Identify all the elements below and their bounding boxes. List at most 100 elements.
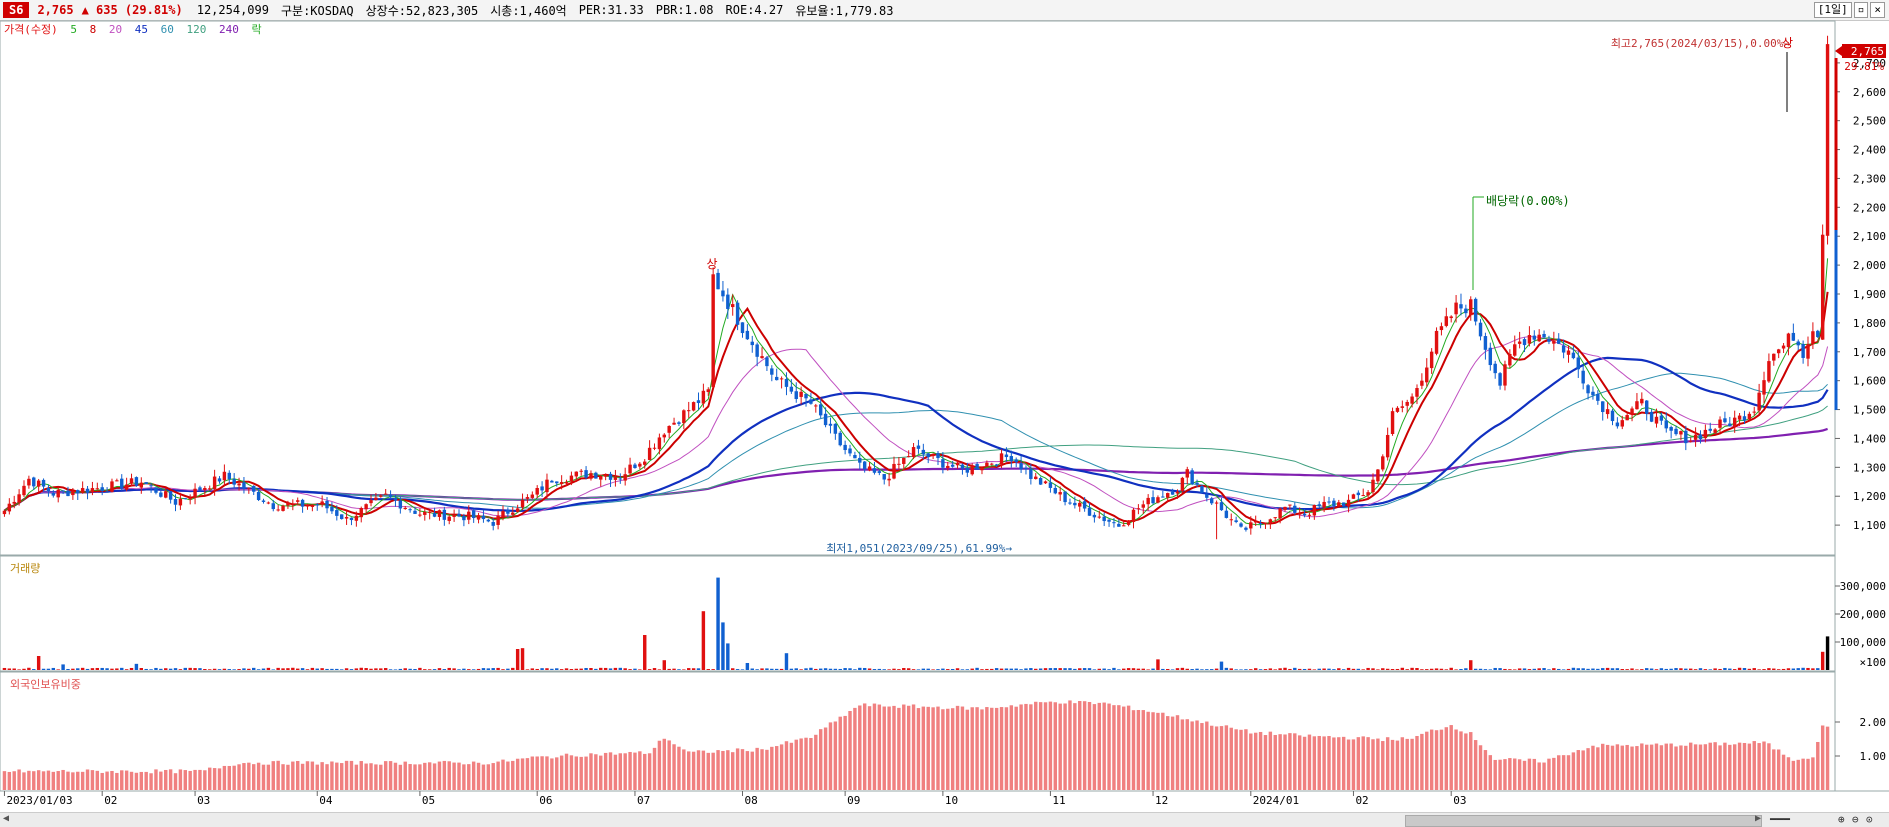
zoom-in-icon[interactable]: ⊕ xyxy=(1838,813,1845,826)
foreign-bar xyxy=(970,707,974,790)
current-price-pointer xyxy=(1835,46,1842,56)
date-tick-label: 11 xyxy=(1052,794,1065,807)
legend-ma20[interactable]: 20 xyxy=(108,23,123,36)
candle-body xyxy=(784,378,789,387)
foreign-bar xyxy=(403,761,407,790)
scroll-thumb[interactable] xyxy=(1405,815,1762,827)
foreign-bar xyxy=(1420,733,1424,790)
date-tick-label: 08 xyxy=(744,794,757,807)
price-tick-label: 2,700 xyxy=(1853,57,1886,70)
foreign-bar xyxy=(418,764,422,790)
foreign-bar xyxy=(1439,729,1444,790)
candle-body xyxy=(315,504,319,506)
candle-body xyxy=(1708,428,1712,431)
volume-bar xyxy=(1561,669,1566,670)
volume-bar xyxy=(1351,668,1356,670)
ma60-line xyxy=(4,372,1828,512)
foreign-bar xyxy=(1351,739,1356,790)
volume-bar xyxy=(1376,669,1380,670)
foreign-bar xyxy=(467,764,471,790)
foreign-bar xyxy=(1576,750,1580,790)
volume-bar xyxy=(564,668,569,670)
foreign-bar xyxy=(1679,745,1683,790)
legend-ex-dividend[interactable]: 락 xyxy=(251,23,262,36)
foreign-bar xyxy=(183,770,187,790)
candle-body xyxy=(344,516,349,519)
candle-body xyxy=(437,510,442,517)
candle-body xyxy=(149,485,153,487)
volume-bar xyxy=(1395,668,1400,670)
foreign-bar xyxy=(349,760,354,790)
volume-bar xyxy=(941,668,945,670)
minimize-button[interactable]: ▫ xyxy=(1853,2,1869,18)
volume-bar xyxy=(471,669,476,670)
candle-body xyxy=(1473,298,1478,322)
scroll-right-icon[interactable]: ▶ xyxy=(1755,813,1762,824)
candle-body xyxy=(853,455,857,459)
foreign-bar xyxy=(872,703,877,790)
period-button[interactable]: [1일] xyxy=(1813,2,1852,18)
volume-bar xyxy=(535,668,539,670)
foreign-tick-label: 2.00 xyxy=(1860,716,1887,729)
date-tick-label: 2024/01 xyxy=(1253,794,1299,807)
foreign-bar xyxy=(193,769,197,790)
volume-bar xyxy=(1381,668,1385,670)
foreign-bar xyxy=(1527,758,1532,790)
candle-body xyxy=(1571,352,1576,359)
zoom-out-icon[interactable]: ⊖ xyxy=(1852,813,1859,826)
foreign-bar xyxy=(1302,736,1307,790)
candle-body xyxy=(1229,519,1233,521)
foreign-bar xyxy=(27,770,31,790)
legend-ma60[interactable]: 60 xyxy=(160,23,174,36)
foreign-bar xyxy=(1263,735,1268,790)
volume-bar xyxy=(432,669,437,670)
foreign-bar xyxy=(906,705,911,790)
volume-bar xyxy=(134,663,139,670)
legend-ma8[interactable]: 8 xyxy=(89,23,97,36)
retention-ratio: 유보율:1,779.83 xyxy=(795,3,894,18)
foreign-bar xyxy=(432,763,437,790)
legend-ma45[interactable]: 45 xyxy=(134,23,148,36)
zoom-slider-icon[interactable]: ━━━ xyxy=(1770,813,1790,826)
foreign-bar xyxy=(95,770,100,790)
foreign-bar xyxy=(271,761,275,790)
volume-bar xyxy=(447,667,451,670)
foreign-bar xyxy=(120,770,124,790)
volume-bar xyxy=(1820,651,1825,670)
foreign-bar xyxy=(291,761,295,790)
legend-ma120[interactable]: 120 xyxy=(186,23,207,36)
volume-bar xyxy=(1654,669,1659,670)
candle-body xyxy=(511,512,515,515)
zoom-reset-icon[interactable]: ⊙ xyxy=(1866,813,1873,826)
candle-body xyxy=(295,500,300,502)
volume-bar xyxy=(506,668,510,670)
volume-bar xyxy=(853,669,857,670)
foreign-bar xyxy=(76,771,80,790)
volume-bar xyxy=(1302,668,1307,670)
legend-price[interactable]: 가격(수정) xyxy=(4,23,58,36)
foreign-bar xyxy=(369,763,373,790)
candle-body xyxy=(442,509,447,520)
foreign-bar xyxy=(1288,733,1292,790)
candle-body xyxy=(1713,429,1717,433)
candle-body xyxy=(413,510,417,514)
foreign-bar xyxy=(1136,710,1141,790)
foreign-bar xyxy=(423,762,427,790)
horizontal-scrollbar[interactable]: ◀ ▶ ━━━ ⊕ ⊖ ⊙ xyxy=(0,812,1889,827)
scroll-left-icon[interactable]: ◀ xyxy=(3,813,10,824)
foreign-bar xyxy=(1708,742,1712,790)
foreign-bar xyxy=(129,771,134,790)
volume-bar xyxy=(872,669,877,670)
volume-bar xyxy=(51,667,56,670)
foreign-bar xyxy=(154,769,158,790)
volume-bar xyxy=(594,668,598,670)
legend-ma240[interactable]: 240 xyxy=(218,23,239,36)
volume-bar xyxy=(1366,667,1370,670)
close-button[interactable]: × xyxy=(1870,2,1885,18)
candle-body xyxy=(1400,406,1405,408)
legend-ma5[interactable]: 5 xyxy=(70,23,77,36)
candle-body xyxy=(564,481,569,484)
volume-bar xyxy=(887,669,891,670)
ma120-line xyxy=(4,405,1828,512)
volume-bar xyxy=(486,668,491,670)
